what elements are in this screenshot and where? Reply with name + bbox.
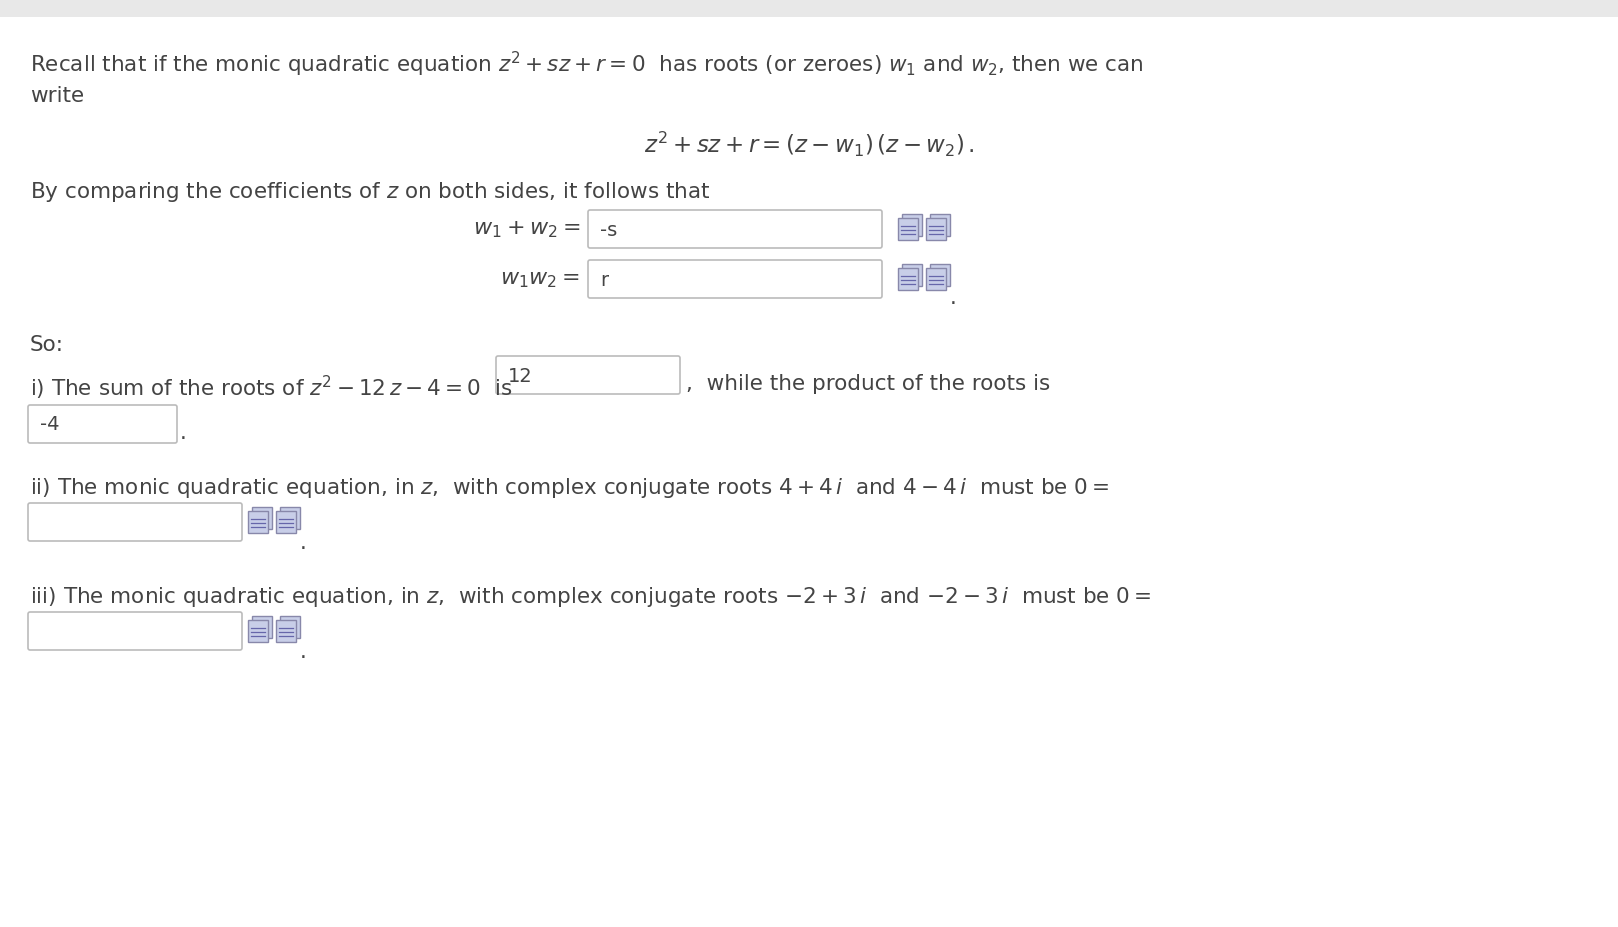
Text: Recall that if the monic quadratic equation $z^2 + sz + r = 0$  has roots (or ze: Recall that if the monic quadratic equat… [31, 50, 1144, 79]
FancyBboxPatch shape [280, 507, 299, 529]
FancyBboxPatch shape [925, 269, 947, 291]
FancyBboxPatch shape [930, 265, 950, 286]
FancyBboxPatch shape [901, 215, 922, 236]
Text: So:: So: [31, 335, 65, 355]
FancyBboxPatch shape [248, 620, 269, 642]
Text: .: . [299, 641, 307, 661]
Text: i) The sum of the roots of $z^2 - 12\,z - 4 = 0$  is: i) The sum of the roots of $z^2 - 12\,z … [31, 374, 513, 401]
FancyBboxPatch shape [277, 512, 296, 533]
FancyBboxPatch shape [28, 613, 243, 651]
FancyBboxPatch shape [252, 616, 272, 639]
FancyBboxPatch shape [277, 620, 296, 642]
Text: .: . [299, 532, 307, 552]
Text: $w_1 + w_2 =$: $w_1 + w_2 =$ [472, 220, 579, 240]
Text: .: . [950, 287, 956, 308]
FancyBboxPatch shape [497, 357, 680, 395]
Text: -4: -4 [40, 415, 60, 434]
FancyBboxPatch shape [252, 507, 272, 529]
Text: r: r [600, 270, 608, 289]
Text: iii) The monic quadratic equation, in $z$,  with complex conjugate roots $-2 + 3: iii) The monic quadratic equation, in $z… [31, 584, 1152, 608]
FancyBboxPatch shape [0, 0, 1618, 18]
Text: By comparing the coefficients of $z$ on both sides, it follows that: By comparing the coefficients of $z$ on … [31, 180, 710, 204]
Text: ii) The monic quadratic equation, in $z$,  with complex conjugate roots $4 + 4\,: ii) The monic quadratic equation, in $z$… [31, 476, 1110, 500]
FancyBboxPatch shape [898, 219, 917, 241]
FancyBboxPatch shape [925, 219, 947, 241]
Text: 12: 12 [508, 366, 532, 385]
Text: $w_1 w_2 =$: $w_1 w_2 =$ [500, 270, 579, 289]
FancyBboxPatch shape [898, 269, 917, 291]
FancyBboxPatch shape [587, 210, 882, 248]
FancyBboxPatch shape [28, 406, 176, 443]
Text: .: . [180, 423, 186, 442]
Text: ,  while the product of the roots is: , while the product of the roots is [686, 374, 1050, 394]
FancyBboxPatch shape [248, 512, 269, 533]
Text: $z^2 + sz + r = (z - w_1)\,(z - w_2)\,.$: $z^2 + sz + r = (z - w_1)\,(z - w_2)\,.$ [644, 130, 974, 159]
FancyBboxPatch shape [280, 616, 299, 639]
Text: -s: -s [600, 221, 616, 239]
FancyBboxPatch shape [930, 215, 950, 236]
Text: write: write [31, 86, 84, 106]
FancyBboxPatch shape [901, 265, 922, 286]
FancyBboxPatch shape [587, 260, 882, 298]
FancyBboxPatch shape [28, 503, 243, 541]
